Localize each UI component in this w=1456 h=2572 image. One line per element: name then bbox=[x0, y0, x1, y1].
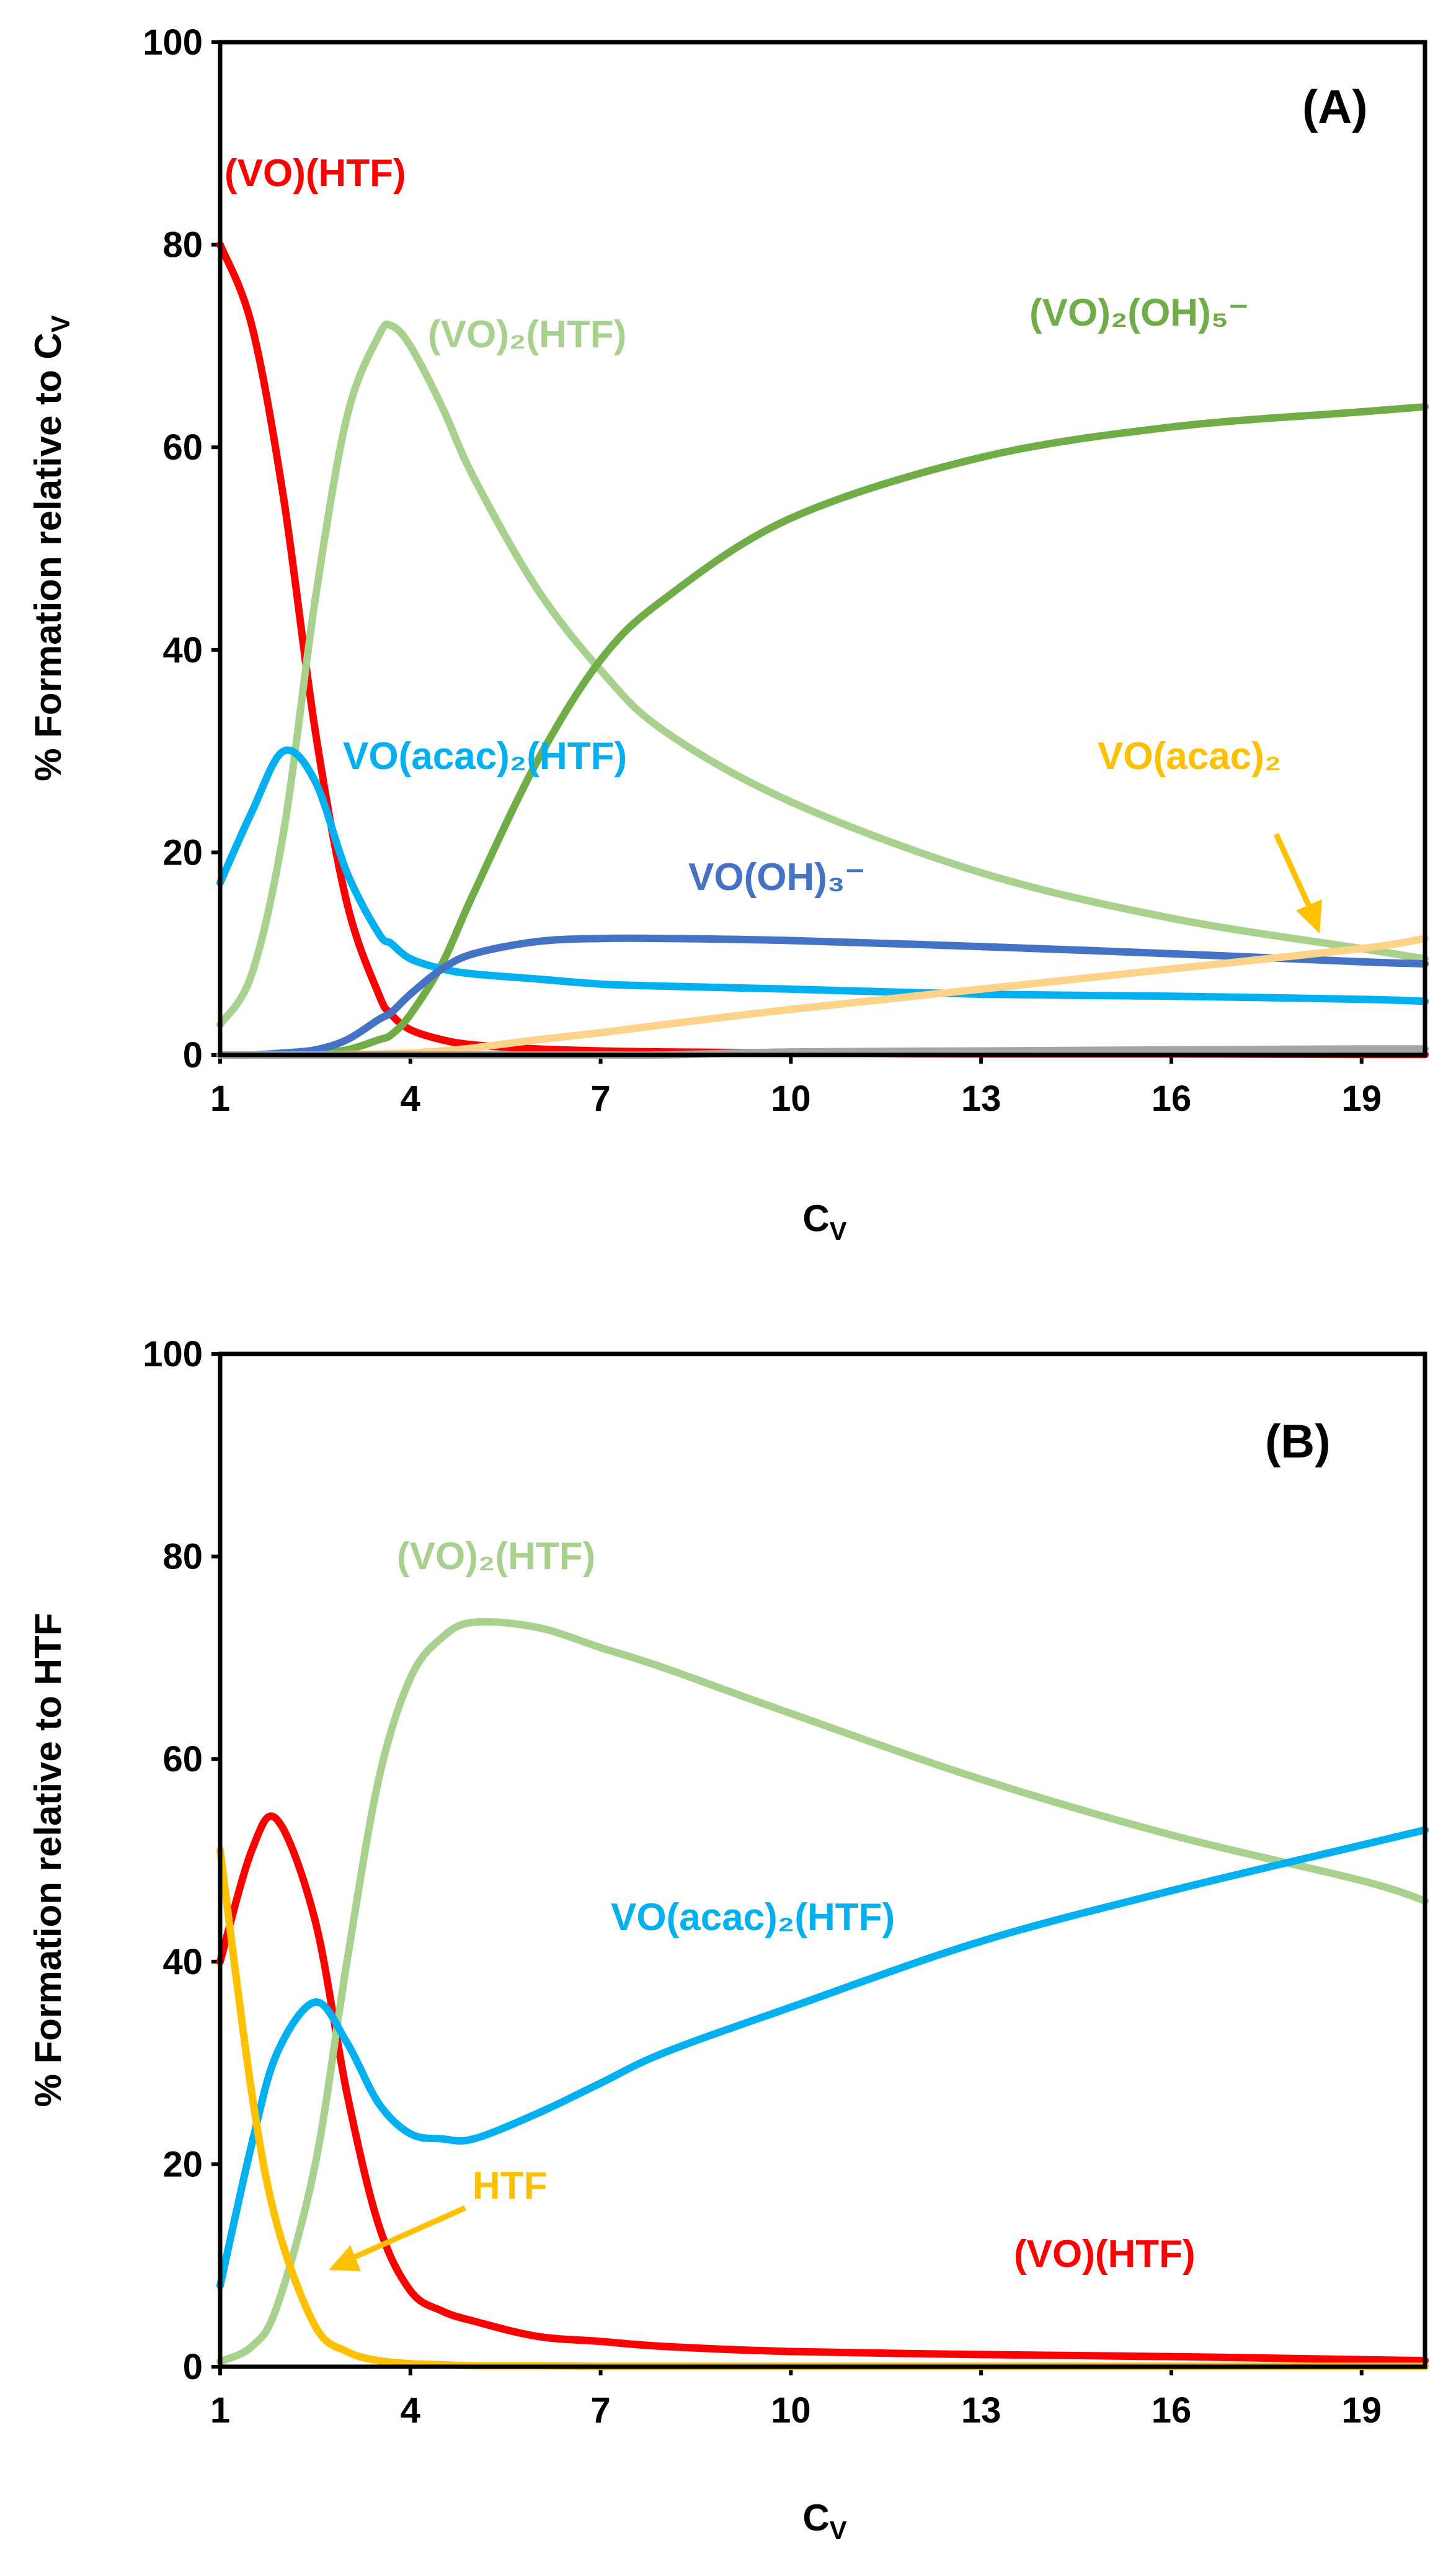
panel-a-xtick-label: 10 bbox=[771, 1079, 811, 1119]
panel-b-label-htf: HTF bbox=[473, 2165, 548, 2207]
panel-a-ytick-label: 20 bbox=[162, 832, 203, 873]
panel-b-xtick-label: 13 bbox=[961, 2390, 1001, 2431]
panel-b-y-axis-title: % Formation relative to HTF bbox=[27, 1613, 69, 2107]
panel-b-label-vo-htf: (VO)(HTF) bbox=[1014, 2233, 1196, 2276]
panel-b-arrow bbox=[329, 2205, 466, 2271]
panel-a-xtick-label: 7 bbox=[590, 1079, 610, 1119]
panel-a-label-voacac2: VO(acac)₂ bbox=[1098, 735, 1281, 778]
panel-a-yticks: 0 20 40 60 80 100 bbox=[143, 22, 220, 1075]
panel-a-xtick-label: 19 bbox=[1341, 1079, 1382, 1119]
panel-a-arrow bbox=[1273, 833, 1322, 933]
panel-a-ytick-label: 80 bbox=[162, 225, 203, 265]
panel-a-series-4 bbox=[216, 934, 1429, 1059]
panel-a-xticks: 1 4 7 10 13 16 19 bbox=[210, 1055, 1382, 1119]
panel-b-plot-frame bbox=[218, 1351, 1427, 2369]
panel-a-ytick-label: 100 bbox=[143, 22, 203, 63]
panel-b-series-2 bbox=[216, 1826, 1429, 2290]
panel-a-label: (A) bbox=[1302, 81, 1368, 133]
panel-b-series-1 bbox=[216, 1618, 1429, 2365]
panel-b-label-voacac2-htf: VO(acac)₂(HTF) bbox=[611, 1896, 895, 1939]
panel-b-xtick-label: 4 bbox=[401, 2390, 420, 2431]
panel-a-label-vo2-htf: (VO)₂(HTF) bbox=[428, 313, 626, 356]
panel-a-label-vooh3: VO(OH)₃⁻ bbox=[688, 856, 865, 899]
panel-a-series-3 bbox=[216, 746, 1429, 1005]
panel-b-label: (B) bbox=[1265, 1415, 1331, 1468]
panel-a-series-2 bbox=[216, 403, 1429, 1059]
panel-a-label-voacac2-htf: VO(acac)₂(HTF) bbox=[343, 735, 627, 778]
panel-b-ytick-label: 100 bbox=[143, 1334, 203, 1374]
panel-b-ytick-label: 0 bbox=[183, 2347, 203, 2387]
panel-b-xtick-label: 16 bbox=[1152, 2390, 1192, 2431]
panel-a-ytick-label: 0 bbox=[183, 1035, 203, 1075]
panel-a-y-axis-title: % Formation relative to CV bbox=[27, 315, 75, 781]
panel-b-series-0 bbox=[216, 1812, 1429, 2365]
panel-a-label-vo-htf: (VO)(HTF) bbox=[224, 152, 406, 195]
panel-a-label-vo2-oh5: (VO)₂(OH)₅⁻ bbox=[1029, 291, 1249, 334]
panel-b-xticks: 1 4 7 10 13 16 19 bbox=[210, 2367, 1382, 2431]
panel-a-xtick-label: 4 bbox=[401, 1079, 420, 1119]
panel-b-ytick-label: 20 bbox=[162, 2144, 203, 2184]
panel-b: 0 20 40 60 80 100 1 4 7 10 13 16 19 (B) CV % Format… bbox=[27, 1334, 1429, 2545]
panel-a-ytick-label: 40 bbox=[162, 630, 203, 670]
panel-b-label-vo2-htf: (VO)₂(HTF) bbox=[397, 1535, 595, 1578]
panel-b-ytick-label: 60 bbox=[162, 1739, 203, 1779]
panel-b-xtick-label: 19 bbox=[1341, 2390, 1382, 2431]
panel-a-ytick-label: 60 bbox=[162, 427, 203, 468]
panel-b-ytick-label: 80 bbox=[162, 1537, 203, 1577]
panel-a-xtick-label: 16 bbox=[1152, 1079, 1192, 1119]
panel-a-xtick-label: 13 bbox=[961, 1079, 1001, 1119]
panel-a: 0 20 40 60 80 100 1 4 7 10 13 16 19 (A) CV % Format… bbox=[27, 22, 1429, 1245]
panel-a-xtick-label: 1 bbox=[210, 1079, 230, 1119]
panel-b-x-axis-title: CV bbox=[802, 2497, 846, 2545]
panel-a-x-axis-title: CV bbox=[802, 1198, 846, 1245]
panel-b-xtick-label: 7 bbox=[590, 2390, 610, 2431]
panel-b-xtick-label: 10 bbox=[771, 2390, 811, 2431]
panel-b-xtick-label: 1 bbox=[210, 2390, 230, 2431]
panel-b-ytick-label: 40 bbox=[162, 1942, 203, 1982]
panel-a-plot-frame bbox=[218, 40, 1427, 1057]
panel-a-series-1 bbox=[216, 320, 1429, 1028]
